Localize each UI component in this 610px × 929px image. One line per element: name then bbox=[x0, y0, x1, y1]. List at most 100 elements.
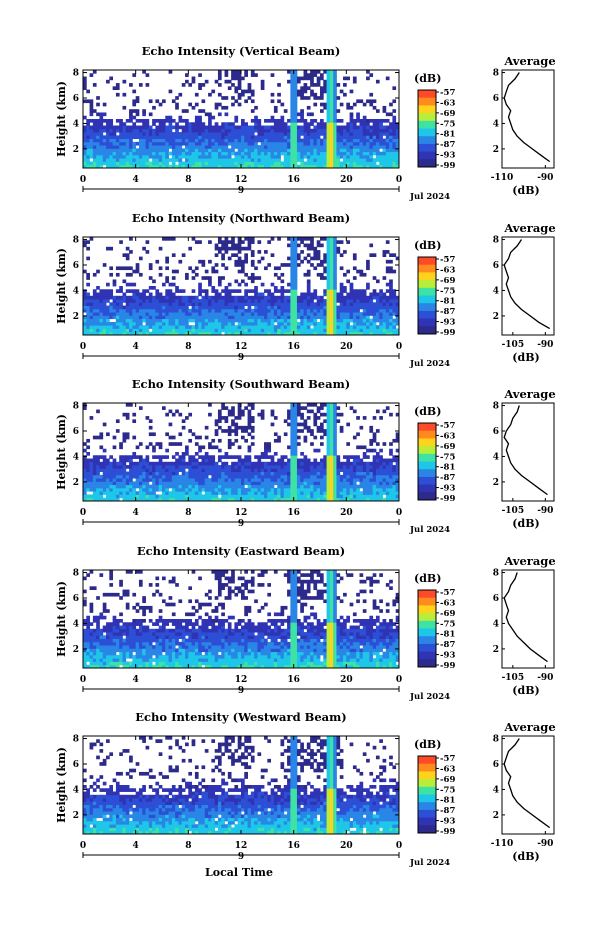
heatmap-cell bbox=[316, 406, 321, 410]
heatmap-cell bbox=[290, 478, 295, 482]
heatmap-cell bbox=[392, 269, 397, 274]
heatmap-cell bbox=[234, 119, 239, 123]
heatmap-cell bbox=[119, 119, 123, 123]
heatmap-cell bbox=[385, 119, 390, 123]
heatmap-cell bbox=[300, 412, 304, 417]
heatmap-cell bbox=[273, 132, 278, 136]
heatmap-cell bbox=[234, 158, 239, 162]
heatmap-cell bbox=[158, 272, 163, 277]
heatmap-cell bbox=[132, 125, 137, 130]
heatmap-cell bbox=[224, 125, 229, 130]
heatmap-cell bbox=[310, 465, 314, 469]
heatmap-cell bbox=[323, 403, 327, 407]
heatmap-cell bbox=[303, 237, 308, 241]
heatmap-cell bbox=[145, 416, 150, 420]
heatmap-cell bbox=[224, 246, 229, 251]
heatmap-cell bbox=[142, 112, 146, 117]
heatmap-cell bbox=[326, 83, 331, 87]
heatmap-cell bbox=[155, 487, 160, 492]
heatmap-cell bbox=[227, 128, 232, 133]
heatmap-cell bbox=[356, 99, 360, 104]
heatmap-cell bbox=[211, 299, 216, 303]
heatmap-cell bbox=[208, 115, 212, 120]
heatmap-cell bbox=[155, 315, 160, 320]
heatmap-cell bbox=[227, 148, 232, 153]
heatmap-cell bbox=[326, 86, 331, 90]
heatmap-cell bbox=[316, 491, 321, 495]
heatmap-cell bbox=[99, 432, 104, 437]
heatmap-cell bbox=[129, 321, 133, 326]
heatmap-cell bbox=[273, 122, 278, 126]
heatmap-cell bbox=[142, 481, 146, 486]
heatmap-cell bbox=[198, 331, 202, 336]
heatmap-cell bbox=[106, 432, 110, 437]
heatmap-cell bbox=[99, 148, 104, 153]
heatmap-cell bbox=[287, 331, 291, 336]
heatmap-cell bbox=[316, 164, 321, 169]
heatmap-cell bbox=[129, 497, 133, 502]
heatmap-cell bbox=[145, 481, 150, 486]
heatmap-cell bbox=[204, 315, 209, 320]
heatmap-cell bbox=[115, 161, 120, 166]
heatmap-cell bbox=[162, 406, 166, 410]
heatmap-cell bbox=[86, 302, 90, 306]
heatmap-cell bbox=[112, 461, 117, 466]
heatmap-cell bbox=[310, 92, 314, 97]
heatmap-cell bbox=[83, 289, 87, 293]
heatmap-cell bbox=[83, 403, 87, 407]
heatmap-cell bbox=[326, 292, 331, 297]
heatmap-cell bbox=[313, 468, 318, 472]
average-x-tick-label: -90 bbox=[537, 173, 553, 183]
heatmap-cell bbox=[194, 452, 199, 456]
heatmap-cell bbox=[329, 315, 334, 320]
heatmap-cell bbox=[178, 259, 183, 264]
heatmap-cell bbox=[267, 145, 272, 149]
heatmap-cell bbox=[300, 154, 304, 159]
heatmap-cell bbox=[260, 331, 265, 336]
heatmap-cell bbox=[142, 478, 146, 482]
heatmap-cell bbox=[329, 445, 334, 450]
date-label: Jul 2024 bbox=[409, 359, 450, 369]
heatmap-cell bbox=[185, 474, 189, 479]
heatmap-cell bbox=[188, 295, 193, 300]
heatmap-cell bbox=[326, 445, 331, 450]
heatmap-cell bbox=[277, 119, 281, 123]
heatmap-cell bbox=[155, 148, 160, 153]
heatmap-cell bbox=[138, 138, 143, 143]
heatmap-cell bbox=[168, 164, 173, 169]
heatmap-cell bbox=[369, 73, 374, 77]
heatmap-cell bbox=[158, 122, 163, 126]
heatmap-cell bbox=[369, 92, 374, 97]
heatmap-cell bbox=[313, 422, 318, 427]
heatmap-cell bbox=[339, 302, 344, 306]
heatmap-cell bbox=[162, 135, 166, 139]
heatmap-cell bbox=[142, 299, 146, 303]
heatmap-cell bbox=[201, 289, 206, 293]
heatmap-cell bbox=[145, 318, 150, 323]
heatmap-cell bbox=[168, 289, 173, 293]
heatmap-cell bbox=[300, 292, 304, 297]
heatmap-cell bbox=[152, 468, 156, 472]
heatmap-cell bbox=[356, 145, 360, 149]
heatmap-cell bbox=[125, 432, 130, 437]
heatmap-cell bbox=[343, 491, 347, 495]
heatmap-cell bbox=[244, 328, 248, 333]
heatmap-cell bbox=[267, 315, 272, 320]
heatmap-cell bbox=[231, 471, 235, 476]
heatmap-cell bbox=[132, 331, 137, 336]
heatmap-cell bbox=[310, 89, 314, 94]
heatmap-cell bbox=[132, 474, 137, 479]
heatmap-cell bbox=[129, 237, 133, 241]
heatmap-cell bbox=[135, 161, 140, 166]
heatmap-cell bbox=[115, 151, 120, 156]
heatmap-cell bbox=[346, 132, 351, 136]
heatmap-cell bbox=[287, 494, 291, 499]
heatmap-cell bbox=[89, 138, 94, 143]
heatmap-cell bbox=[142, 315, 146, 320]
heatmap-cell bbox=[106, 148, 110, 153]
heatmap-cell bbox=[241, 435, 245, 440]
average-x-label: (dB) bbox=[512, 351, 539, 364]
heatmap-cell bbox=[217, 276, 222, 280]
heatmap-cell bbox=[372, 164, 377, 169]
heatmap-cell bbox=[260, 161, 265, 166]
